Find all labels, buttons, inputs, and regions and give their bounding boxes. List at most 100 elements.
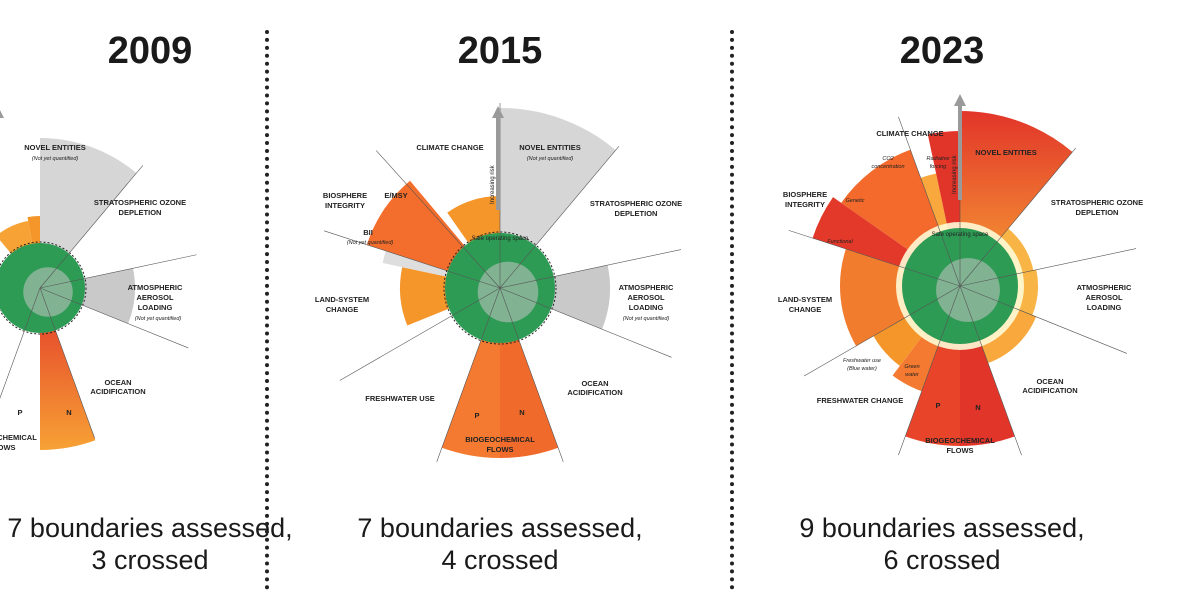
safe-operating-space-label: Safe operating space	[932, 232, 989, 238]
caption-line-1: 9 boundaries assessed,	[799, 513, 1085, 543]
boundaries-diagram-2023: Increasing risk CLIMATE CHANGE CO2 concentr…	[778, 94, 1143, 456]
novel-entities-sublabel: (Not yet quantified)	[527, 156, 574, 162]
climate-change-label: CLIMATE CHANGE	[416, 143, 483, 152]
ozone-label-1: STRATOSPHERIC OZONE	[590, 199, 682, 208]
boundary-spoke	[499, 146, 620, 289]
nitrogen-label: N	[975, 403, 980, 412]
aerosol-sublabel: (Not yet quantified)	[135, 316, 182, 322]
phosphorus-label: P	[935, 401, 940, 410]
aerosol-label-3: LOADING	[138, 303, 173, 312]
biogeochemical-flows-label-1: BIOGEOCHEMICAL	[465, 435, 535, 444]
aerosol-label-1: ATMOSPHERIC	[1077, 283, 1132, 292]
caption-line-2: 3 crossed	[91, 545, 209, 575]
increasing-risk-label: Increasing risk	[952, 154, 958, 194]
panel-2023: 2023 Increasing risk CLIMATE CHANGE CO2 con…	[742, 0, 1143, 600]
increasing-risk-arrow	[496, 116, 500, 210]
boundaries-diagram-2015: Increasing risk CLIMATE CHANGE NOVEL ENTIT…	[315, 103, 682, 462]
biosphere-integrity-label-2: INTEGRITY	[785, 200, 825, 209]
aerosol-sublabel: (Not yet quantified)	[623, 316, 670, 322]
ocean-acidification-label-1: OCEAN	[104, 378, 131, 387]
boundary-spoke	[959, 285, 1128, 354]
freshwater-use-label: FRESHWATER USE	[365, 394, 434, 403]
ocean-acidification-label-2: ACIDIFICATION	[1022, 386, 1077, 395]
green-water-label-2: water	[905, 372, 920, 378]
emsy-label: E/MSY	[384, 191, 407, 200]
land-system-change-label-2: CHANGE	[326, 305, 359, 314]
bii-label: BII	[363, 228, 373, 237]
ocean-acidification-label-1: OCEAN	[581, 379, 608, 388]
boundary-circle	[0, 241, 87, 335]
ocean-acidification-label-2: ACIDIFICATION	[567, 388, 622, 397]
nitrogen-label: N	[519, 408, 524, 417]
boundary-spoke	[499, 249, 682, 289]
boundary-spoke	[959, 147, 1076, 287]
functional-label: Functional	[827, 239, 853, 245]
increasing-risk-arrowhead	[0, 110, 4, 118]
safe-operating-space-label: Safe operating space	[472, 236, 529, 242]
boundary-spoke	[788, 230, 961, 287]
panel-caption: 9 boundaries assessed, 6 crossed	[742, 512, 1142, 576]
land-system-change-label-1: LAND-SYSTEM	[778, 295, 832, 304]
caption-line-1: 7 boundaries assessed,	[357, 513, 643, 543]
nitrogen-label: N	[66, 408, 71, 417]
bii-sublabel: (Not yet quantified)	[347, 240, 394, 246]
phosphorus-label: P	[17, 408, 22, 417]
panel-year: 2009	[107, 30, 193, 72]
biogeochemical-flows-label-1: BIOGEOCHEMICAL	[925, 436, 995, 445]
boundary-spoke	[959, 285, 1022, 456]
dotted-divider	[730, 30, 734, 590]
panel-caption: 7 boundaries assessed, 4 crossed	[300, 512, 700, 576]
boundary-circle	[443, 231, 557, 345]
boundary-spoke	[39, 254, 197, 289]
caption-line-1: 7 boundaries assessed,	[7, 513, 293, 543]
aerosol-label-2: AEROSOL	[627, 293, 665, 302]
panel-2015: 2015 Increasing risk CLIMATE CHANGE NOVEL …	[300, 0, 700, 600]
boundary-spoke	[959, 248, 1137, 287]
aerosol-label-3: LOADING	[1087, 303, 1122, 312]
novel-entities-label: NOVEL ENTITIES	[24, 143, 86, 152]
aerosol-label-3: LOADING	[629, 303, 664, 312]
aerosol-label-2: AEROSOL	[136, 293, 174, 302]
increasing-risk-arrowhead	[492, 106, 504, 118]
panel-caption: 7 boundaries assessed, 3 crossed	[0, 512, 350, 576]
novel-entities-label: NOVEL ENTITIES	[519, 143, 581, 152]
boundary-spoke	[499, 287, 672, 358]
boundary-spoke	[39, 165, 144, 289]
genetic-label: Genetic	[846, 198, 865, 204]
increasing-risk-label: Increasing risk	[490, 164, 496, 204]
ozone-label-1: STRATOSPHERIC OZONE	[1051, 198, 1143, 207]
globe-landmass	[936, 258, 1000, 322]
climate-change-label: CLIMATE CHANGE	[876, 129, 943, 138]
boundary-spoke	[375, 150, 501, 289]
ocean-acidification-label-1: OCEAN	[1036, 377, 1063, 386]
boundary-spoke	[39, 287, 189, 349]
panel-year: 2023	[899, 30, 985, 72]
biosphere-integrity-label-1: BIOSPHERE	[323, 191, 367, 200]
caption-line-2: 6 crossed	[883, 545, 1001, 575]
biogeochemical-flows-label-2: FLOWS	[0, 443, 16, 452]
biogeochemical-flows-label-2: FLOWS	[486, 445, 513, 454]
co2-label-2: concentration	[871, 164, 904, 170]
freshwater-change-label: FRESHWATER CHANGE	[817, 396, 904, 405]
radiative-forcing-label-2: forcing	[930, 164, 947, 170]
boundary-spoke	[803, 285, 961, 377]
globe-landmass	[23, 267, 73, 317]
novel-entities-sublabel: (Not yet quantified)	[32, 156, 79, 162]
aerosol-label-2: AEROSOL	[1085, 293, 1123, 302]
ozone-label-1: STRATOSPHERIC OZONE	[94, 198, 186, 207]
novel-entities-label: NOVEL ENTITIES	[975, 148, 1037, 157]
boundary-spoke	[499, 287, 564, 462]
caption-line-2: 4 crossed	[441, 545, 559, 575]
phosphorus-label: P	[474, 411, 479, 420]
land-system-change-label-2: CHANGE	[789, 305, 822, 314]
biogeochemical-flows-label-1: BIOGEOCHEMICAL	[0, 433, 37, 442]
boundary-spoke	[39, 287, 96, 439]
boundary-spoke	[339, 287, 501, 381]
blue-water-label-2: (Blue water)	[847, 366, 877, 372]
boundary-spoke	[436, 287, 501, 462]
globe-landmass	[477, 261, 539, 323]
biogeochemical-flows-label-2: FLOWS	[946, 446, 973, 455]
ozone-label-2: DEPLETION	[615, 209, 658, 218]
increasing-risk-arrowhead	[954, 94, 966, 106]
ozone-label-2: DEPLETION	[119, 208, 162, 217]
